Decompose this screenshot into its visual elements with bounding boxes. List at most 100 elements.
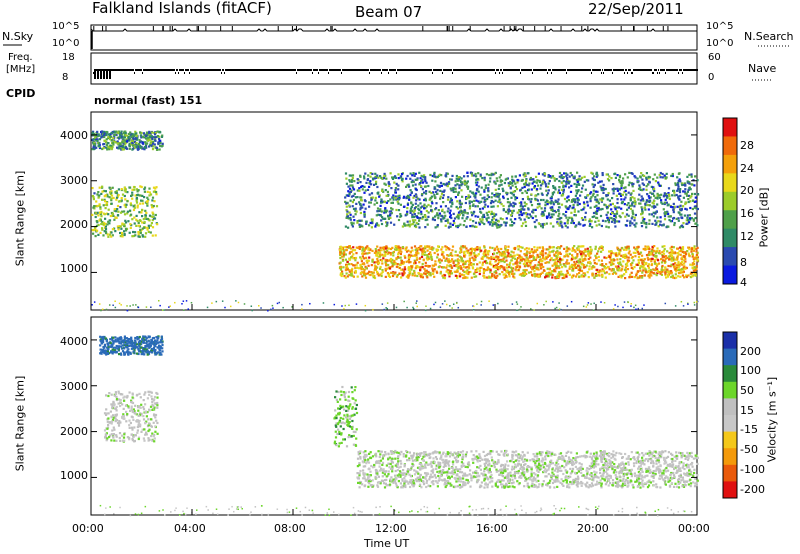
power-scatter-point: [522, 212, 525, 215]
power-scatter-point: [131, 218, 134, 221]
power-scatter-point: [363, 263, 366, 266]
power-scatter-point: [678, 250, 681, 253]
power-scatter-point: [354, 213, 357, 216]
power-scatter-point: [676, 252, 679, 255]
power-scatter-point: [440, 259, 443, 262]
power-scatter-point: [611, 202, 614, 205]
power-scatter-point: [520, 273, 523, 276]
power-scatter-point: [614, 253, 617, 256]
freq-point: [537, 69, 538, 71]
power-scatter-point: [407, 266, 410, 269]
power-scatter-point: [628, 181, 631, 184]
power-scatter-point: [407, 258, 411, 261]
power-scatter-point: [501, 270, 504, 274]
power-scatter-point: [661, 224, 664, 227]
power-scatter-point: [626, 203, 629, 207]
power-scatter-point: [622, 254, 625, 257]
power-scatter-point: [476, 254, 479, 257]
power-scatter-point: [614, 225, 617, 228]
freq-point: [403, 69, 404, 71]
power-scatter-point: [361, 188, 364, 191]
power-scatter-point: [667, 212, 670, 215]
power-scatter-point: [461, 245, 465, 248]
power-scatter-point: [367, 259, 370, 262]
power-scatter-point: [577, 221, 581, 224]
power-scatter-point: [405, 197, 408, 200]
power-scatter-point: [566, 177, 569, 180]
power-scatter-point: [689, 218, 692, 221]
power-scatter-point: [149, 131, 152, 134]
power-scatter-point: [502, 254, 505, 257]
power-scatter-point: [423, 253, 426, 256]
freq-point: [305, 69, 306, 71]
power-scatter-point: [419, 257, 422, 260]
power-scatter-point: [354, 207, 357, 210]
power-scatter-point: [691, 275, 694, 278]
power-scatter-point: [116, 208, 119, 211]
power-scatter-point: [637, 270, 640, 273]
power-scatter-point: [445, 172, 448, 175]
power-scatter-point: [439, 205, 443, 208]
power-scatter-point: [432, 247, 435, 250]
power-scatter-point: [521, 257, 524, 260]
freq-point: [216, 69, 217, 71]
power-scatter-point: [571, 219, 574, 222]
power-scatter-point: [456, 276, 459, 279]
power-scatter-point: [664, 272, 667, 275]
freq-point: [673, 69, 674, 71]
power-scatter-point: [125, 203, 128, 206]
freq-point: [232, 69, 233, 71]
power-scatter-point: [657, 252, 660, 255]
power-scatter-point: [654, 180, 657, 183]
power-scatter-point: [508, 263, 511, 266]
freq-point: [372, 69, 373, 71]
power-scatter-point: [641, 208, 644, 211]
power-scatter-point: [548, 212, 551, 215]
power-scatter-point: [532, 208, 535, 211]
freq-point: [684, 69, 685, 71]
power-scatter-point: [472, 174, 475, 177]
power-scatter-point: [408, 273, 411, 276]
power-scatter-point: [148, 134, 151, 137]
power-scatter-point: [554, 264, 557, 267]
power-scatter-point: [558, 217, 561, 220]
power-scatter-point: [455, 205, 458, 209]
power-scatter-point: [685, 266, 688, 270]
power-scatter-point: [631, 275, 634, 278]
power-scatter-point: [502, 189, 505, 192]
power-scatter-point: [618, 178, 621, 181]
freq-point: [555, 69, 556, 71]
power-scatter-point: [696, 251, 699, 254]
power-scatter-point: [590, 250, 593, 253]
freq-point: [272, 69, 273, 71]
power-scatter-point: [672, 276, 675, 279]
power-scatter-point: [632, 251, 635, 254]
freq-point: [608, 69, 609, 71]
power-scatter-point: [417, 248, 420, 251]
freq-point: [466, 69, 467, 71]
freq-point: [505, 69, 506, 71]
power-scatter-point: [405, 185, 408, 188]
power-scatter-point: [614, 214, 617, 217]
power-scatter-point: [549, 273, 552, 276]
power-scatter-point: [447, 258, 450, 261]
power-scatter-point: [568, 175, 571, 178]
power-scatter-point: [461, 217, 464, 220]
power-scatter-point: [499, 201, 502, 204]
power-scatter-point: [91, 229, 94, 232]
power-scatter-point: [116, 146, 119, 149]
power-scatter-point: [412, 211, 415, 214]
power-scatter-point: [412, 180, 415, 183]
power-scatter-point: [638, 202, 641, 205]
power-scatter-point: [667, 187, 671, 190]
power-scatter-point: [661, 256, 664, 259]
freq-point: [450, 69, 451, 71]
power-scatter-point: [569, 171, 572, 175]
power-scatter-point: [496, 195, 499, 198]
power-scatter-point: [92, 141, 95, 144]
freq-point: [588, 69, 589, 71]
power-scatter-point: [682, 205, 685, 208]
freq-point: [622, 69, 623, 71]
freq-point: [117, 69, 118, 71]
power-scatter-point: [391, 246, 394, 249]
